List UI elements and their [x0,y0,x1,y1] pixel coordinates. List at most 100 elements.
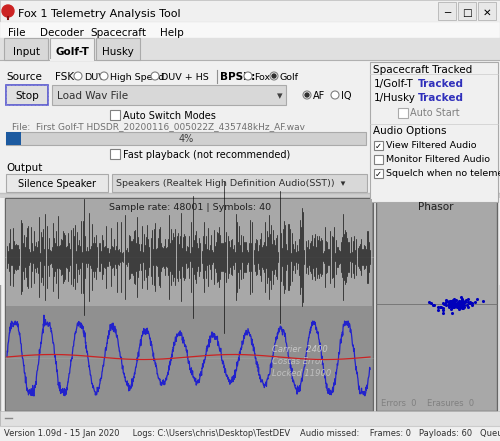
Point [438,306,446,313]
Circle shape [2,5,14,17]
Text: FSK:: FSK: [55,72,78,82]
Point [446,301,454,308]
Point [424,299,432,306]
Bar [6,132,21,145]
Point [459,303,467,310]
Point [445,300,453,307]
Point [434,303,442,310]
Point [447,301,455,308]
Text: Spacecraft Tracked: Spacecraft Tracked [373,65,472,75]
Point [458,300,466,307]
Point [448,299,456,306]
Bar [478,2,496,20]
Bar [6,132,366,145]
Circle shape [305,93,309,97]
Point [455,300,463,307]
Bar [4,38,48,60]
Bar [5,198,373,411]
Bar [370,62,498,202]
Point [455,305,463,312]
Bar [110,110,120,120]
Text: Version 1.09d - 15 Jan 2020     Logs: C:\Users\chris\Desktop\TestDEV: Version 1.09d - 15 Jan 2020 Logs: C:\Use… [4,430,290,438]
Point [440,310,448,317]
Point [450,295,458,303]
Point [464,296,472,303]
Point [442,298,450,305]
Text: High Speed: High Speed [110,72,164,82]
Bar [50,59,94,61]
Point [442,301,450,308]
Bar [0,193,500,197]
Circle shape [244,72,252,80]
Bar [398,108,408,118]
Text: Fast playback (not recommended): Fast playback (not recommended) [123,150,290,160]
Text: Decoder: Decoder [40,28,84,38]
Bar [0,38,500,60]
Point [448,303,456,310]
Point [458,299,466,306]
Bar [96,38,140,60]
Point [454,298,462,305]
Bar [6,174,108,192]
Text: File: File [8,28,25,38]
Point [440,304,448,311]
Text: Help: Help [160,28,184,38]
Point [468,302,476,309]
Point [471,298,479,305]
Point [460,301,468,308]
Point [459,303,467,310]
Point [480,298,488,305]
Bar [438,2,456,20]
Text: Locked 11900: Locked 11900 [272,369,331,377]
Point [430,301,438,308]
Point [436,303,444,310]
Circle shape [74,72,82,80]
Point [458,301,466,308]
Text: Stop: Stop [15,91,39,101]
Text: Source: Source [6,72,42,82]
Bar [458,2,476,20]
Text: Tracked: Tracked [418,79,464,89]
Bar [52,85,286,105]
Point [454,299,462,306]
Text: AF: AF [313,91,325,101]
Text: Sample rate: 48001 | Symbols: 40: Sample rate: 48001 | Symbols: 40 [109,202,271,212]
Point [452,297,460,304]
Text: 4%: 4% [178,134,194,144]
Point [444,297,452,304]
Bar [374,141,383,150]
Circle shape [100,72,108,80]
Point [456,299,464,306]
Point [437,304,445,311]
Point [459,298,467,305]
Bar [0,60,500,285]
Text: Phasor: Phasor [418,202,454,212]
Point [440,301,448,308]
Point [464,302,471,309]
Text: Monitor Filtered Audio: Monitor Filtered Audio [386,156,490,164]
Text: Tracked: Tracked [418,93,464,103]
Circle shape [272,74,276,78]
Point [457,293,465,300]
Point [447,297,455,304]
Point [458,305,466,312]
Bar [374,155,383,164]
Point [466,299,474,306]
Point [430,301,438,308]
Point [450,298,458,305]
Point [466,299,473,306]
Point [472,295,480,302]
Text: Golf: Golf [280,72,299,82]
Text: DUV: DUV [84,72,105,82]
Circle shape [270,72,278,80]
Bar [0,426,500,441]
Text: Fox 1 Telemetry Analysis Tool: Fox 1 Telemetry Analysis Tool [18,9,180,19]
Text: Auto Start: Auto Start [410,108,460,118]
Point [446,298,454,305]
Point [460,303,468,310]
Point [449,298,457,305]
Point [450,302,458,309]
Point [454,303,462,310]
Point [446,297,454,304]
Point [448,297,456,304]
